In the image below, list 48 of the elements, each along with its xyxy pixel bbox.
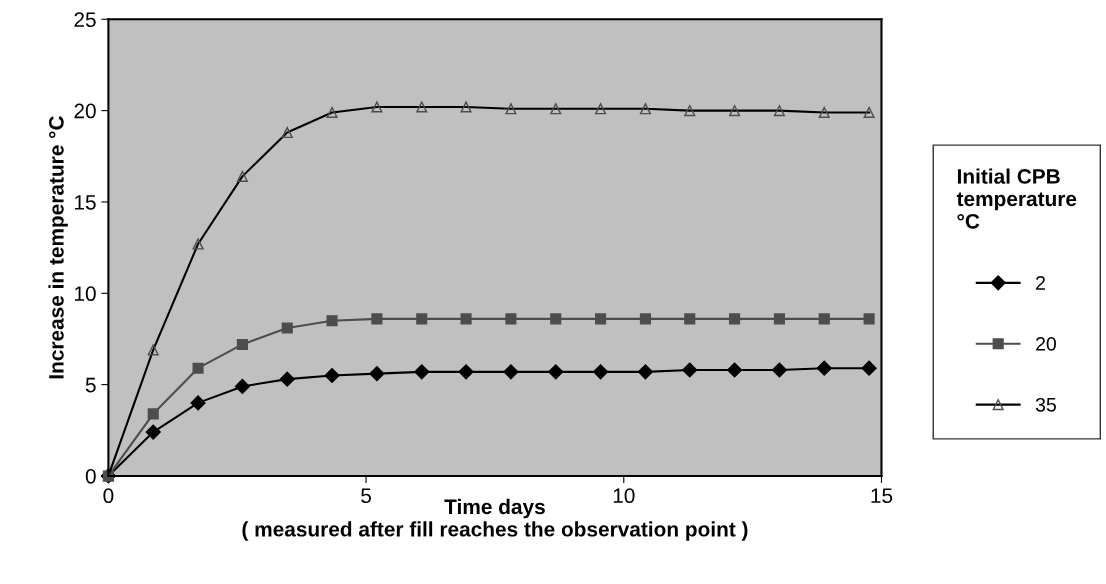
point [771, 362, 788, 378]
point [190, 395, 206, 411]
x-tick-label: 10 [613, 488, 635, 504]
point [147, 408, 159, 420]
point [234, 378, 250, 395]
point [861, 360, 877, 376]
point [279, 371, 295, 387]
point [414, 364, 430, 380]
point [637, 364, 654, 380]
point [816, 360, 832, 376]
point [145, 424, 161, 440]
y-tick-label: 5 [85, 377, 96, 393]
legend-label: 35 [1035, 397, 1056, 412]
y-axis-title: Increase in temperature °C [48, 116, 68, 379]
point [818, 313, 830, 325]
point [371, 313, 383, 325]
point [236, 338, 248, 350]
point [684, 313, 696, 325]
point [416, 313, 428, 325]
point [458, 364, 474, 380]
x-tick-label: 15 [871, 488, 893, 504]
point [773, 313, 785, 325]
point [505, 313, 517, 325]
point [863, 313, 875, 325]
y-tick-label: 10 [75, 286, 96, 302]
point [729, 313, 741, 325]
x-tick-label: 0 [103, 488, 114, 504]
legend-label: 20 [1036, 336, 1056, 351]
point [460, 313, 472, 325]
legend-label: 2 [1036, 276, 1045, 290]
y-tick-label: 0 [85, 468, 96, 484]
y-tick-label: 20 [74, 103, 96, 119]
point [326, 315, 338, 327]
point [548, 364, 564, 380]
point [595, 313, 607, 325]
point [369, 366, 385, 382]
point [639, 313, 651, 325]
y-tick-label: 15 [75, 195, 96, 210]
point [192, 362, 204, 374]
point [503, 364, 519, 380]
point [281, 322, 293, 334]
point [324, 367, 340, 384]
point [682, 362, 698, 378]
legend-title: Initial CPB temperature °C [956, 168, 1077, 229]
point [727, 362, 743, 378]
point [550, 313, 562, 325]
y-tick-label: 25 [74, 12, 96, 28]
point [593, 364, 609, 380]
